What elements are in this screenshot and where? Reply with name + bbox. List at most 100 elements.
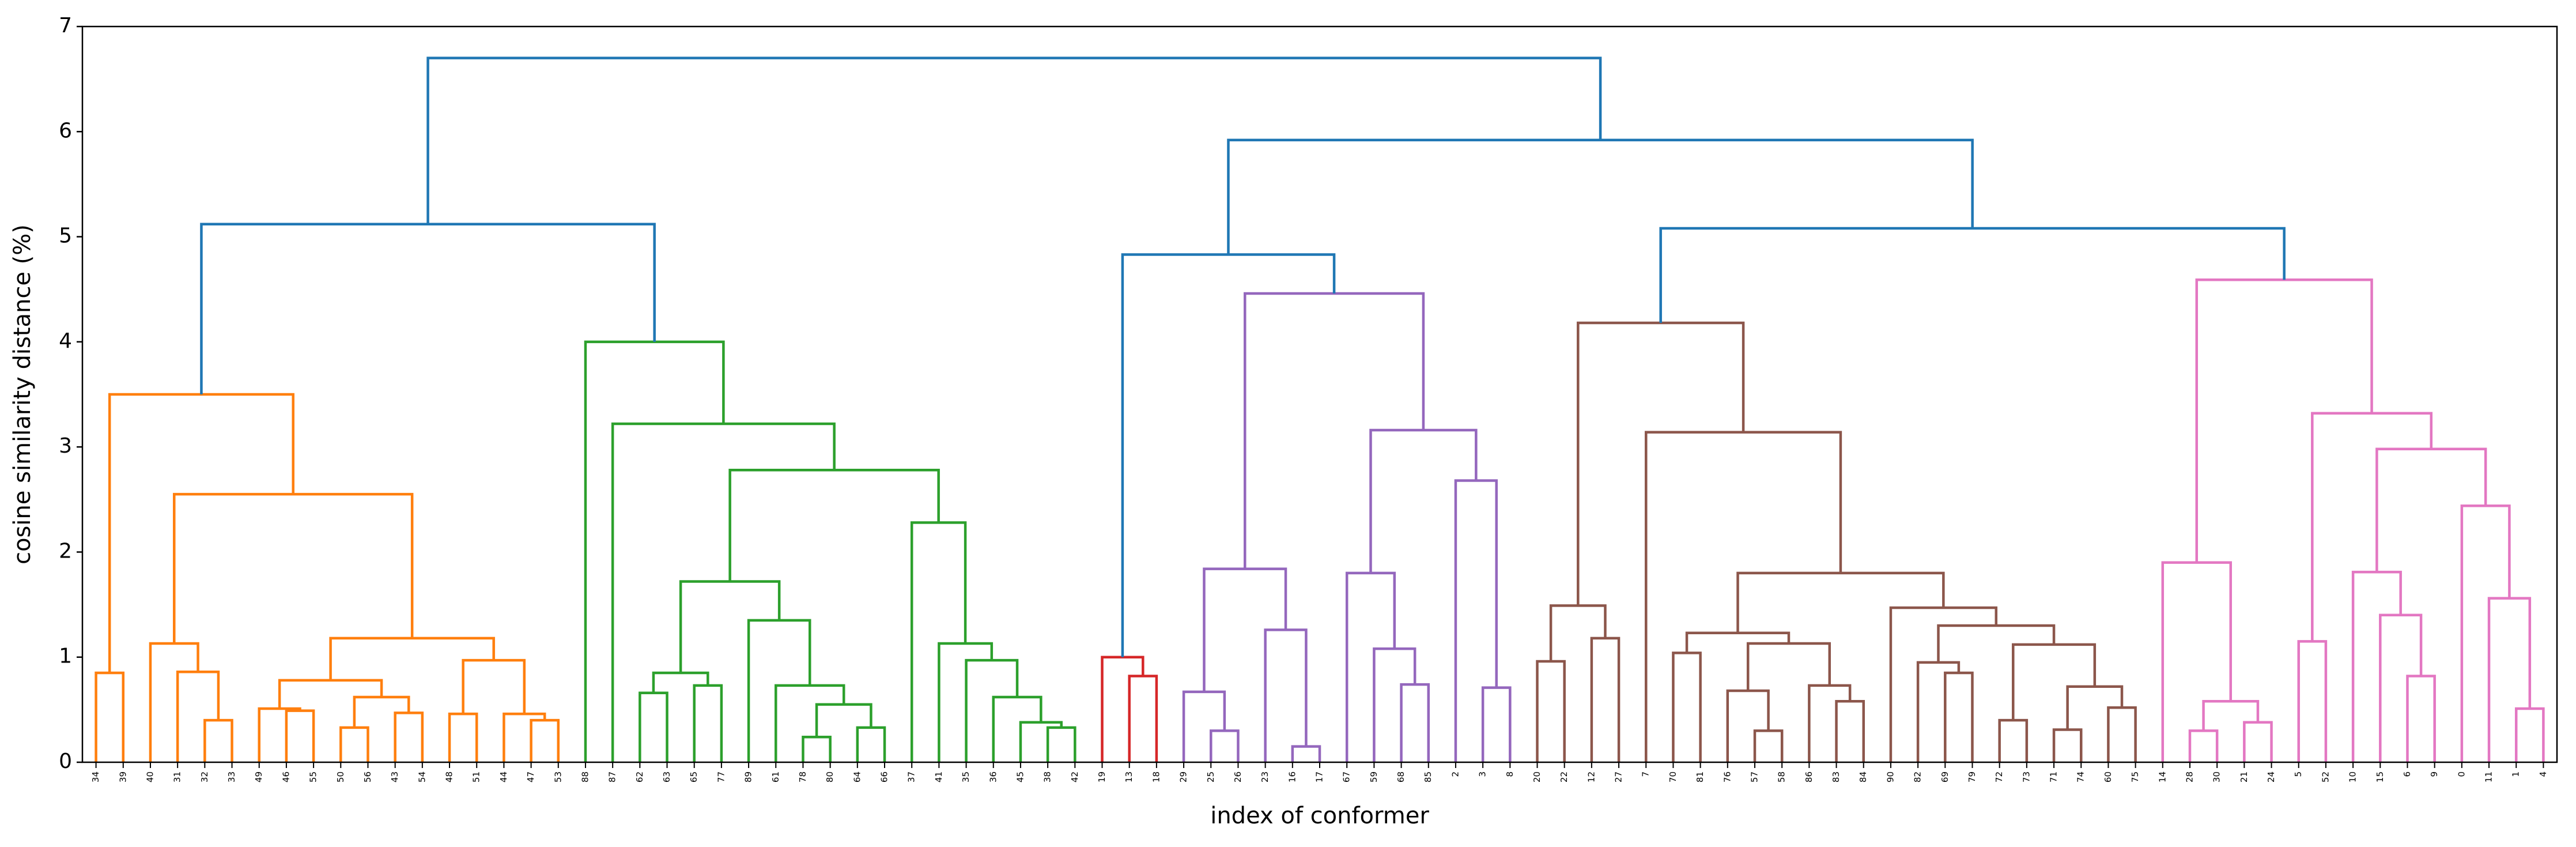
leaf-label: 25: [1206, 771, 1216, 782]
link: [462, 658, 526, 714]
leaf-label: 56: [362, 771, 373, 782]
link: [1726, 689, 1770, 762]
link: [2514, 707, 2545, 762]
leaf-label: 64: [852, 771, 862, 782]
leaf-label: 83: [1831, 771, 1841, 782]
leaf-label: 90: [1885, 771, 1895, 782]
leaf-label: 49: [254, 771, 264, 782]
link: [2311, 412, 2433, 642]
leaf-label: 71: [2049, 771, 2059, 782]
link: [802, 736, 832, 762]
link: [258, 707, 301, 762]
link: [693, 684, 723, 762]
leaf-label: 69: [1940, 771, 1950, 782]
link: [1753, 729, 1784, 762]
leaf-label: 39: [118, 771, 128, 782]
leaf-label: 88: [580, 771, 590, 782]
link: [938, 642, 994, 762]
leaf-label: 21: [2239, 771, 2249, 782]
leaf-label: 7: [1641, 771, 1651, 777]
link: [1227, 138, 1974, 255]
link: [1577, 321, 1745, 606]
link: [2460, 504, 2511, 762]
link: [1685, 631, 1791, 653]
leaf-label: 38: [1043, 771, 1053, 782]
leaf-label: 18: [1151, 771, 1161, 782]
link: [1481, 686, 1512, 762]
link: [2243, 721, 2273, 762]
y-tick-label: 0: [59, 750, 72, 773]
leaf-label: 29: [1179, 771, 1189, 782]
leaf-label: 48: [444, 771, 455, 782]
leaf-label: 32: [199, 771, 210, 782]
link: [728, 468, 940, 582]
link: [1672, 652, 1702, 762]
link: [176, 670, 220, 762]
leaf-label: 9: [2429, 771, 2439, 777]
link: [992, 695, 1043, 762]
leaf-label: 33: [226, 771, 237, 782]
leaf-label: 45: [1015, 771, 1025, 782]
link: [1889, 606, 1998, 762]
leaf-label: 13: [1124, 771, 1134, 782]
link: [679, 580, 781, 673]
link: [530, 718, 560, 762]
y-tick-label: 6: [59, 119, 72, 142]
link: [856, 726, 886, 762]
leaf-label: 15: [2375, 771, 2385, 782]
leaf-label: 1: [2511, 771, 2521, 777]
link: [639, 691, 668, 762]
link: [1835, 700, 1865, 762]
y-tick-label: 1: [59, 645, 72, 668]
link: [1101, 656, 1145, 762]
y-tick-label: 4: [59, 329, 72, 353]
leaf-label: 70: [1668, 771, 1678, 782]
leaf-label: 30: [2212, 771, 2222, 782]
leaf-label: 34: [90, 771, 101, 782]
link: [2351, 570, 2402, 762]
leaf-label: 3: [1478, 771, 1488, 777]
link: [2107, 706, 2137, 762]
link: [1243, 292, 1425, 569]
link: [2052, 728, 2083, 762]
leaf-label: 0: [2456, 771, 2467, 777]
link: [2375, 447, 2487, 573]
leaf-label: 10: [2348, 771, 2358, 782]
link: [584, 340, 725, 762]
link: [1345, 571, 1396, 762]
leaf-label: 5: [2293, 771, 2303, 777]
leaf-label: 6: [2402, 771, 2412, 777]
leaf-label: 2: [1450, 771, 1460, 777]
leaf-label: 46: [281, 771, 291, 782]
leaf-label: 26: [1233, 771, 1243, 782]
leaf-label: 40: [145, 771, 155, 782]
link: [1210, 729, 1240, 762]
leaf-label: 43: [390, 771, 400, 782]
link: [747, 619, 811, 762]
y-tick-label: 5: [59, 224, 72, 248]
leaf-label: 4: [2538, 771, 2548, 777]
link: [1291, 745, 1321, 762]
y-tick-label: 7: [59, 14, 72, 37]
link: [503, 712, 546, 762]
y-tick-label: 2: [59, 539, 72, 563]
link: [1182, 690, 1226, 762]
link: [910, 521, 967, 762]
leaf-label: 58: [1777, 771, 1787, 782]
leaf-label: 67: [1342, 771, 1352, 782]
link: [1536, 660, 1566, 762]
link: [815, 703, 872, 737]
link: [1998, 718, 2029, 762]
leaf-label: 85: [1423, 771, 1433, 782]
link: [2297, 640, 2328, 762]
link: [1369, 428, 1478, 573]
link: [1944, 671, 1974, 762]
leaf-label: 52: [2320, 771, 2331, 782]
link: [2487, 597, 2532, 762]
y-axis-label: cosine similarity distance (%): [9, 224, 36, 564]
link: [1400, 683, 1430, 762]
leaf-label: 87: [607, 771, 618, 782]
leaf-label: 74: [2076, 771, 2086, 782]
leaf-label: 17: [1315, 771, 1325, 782]
link: [1916, 661, 1961, 762]
